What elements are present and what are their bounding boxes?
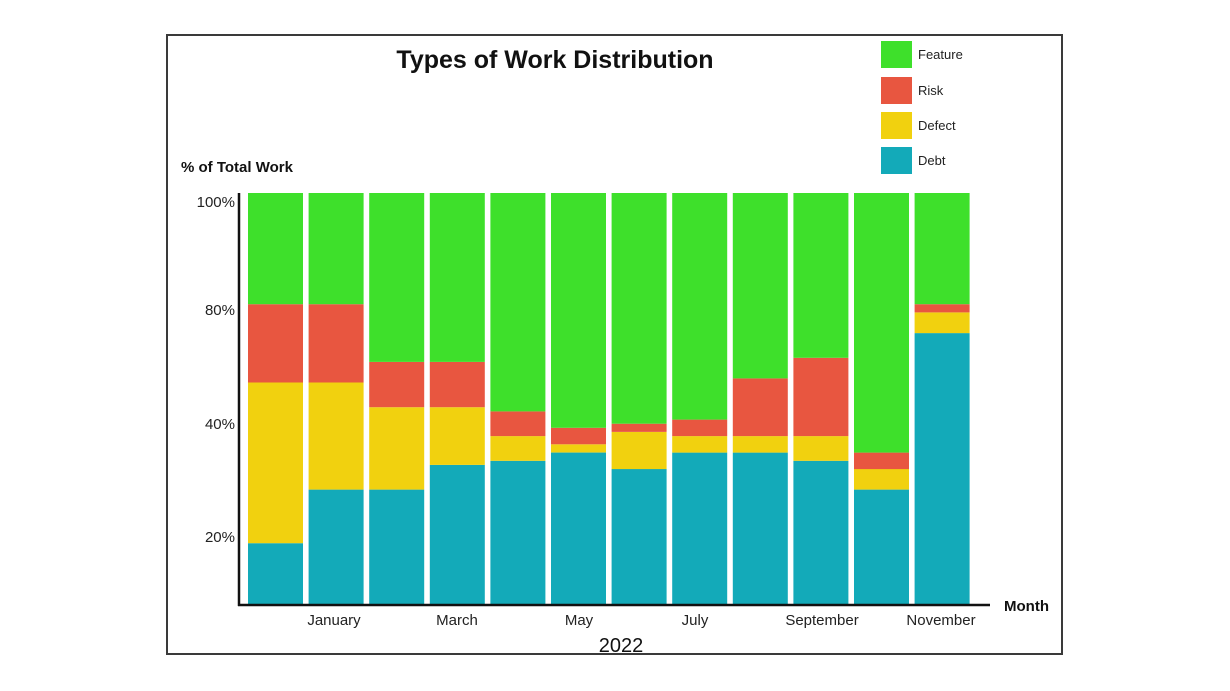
bar-segment-debt-6 bbox=[551, 452, 606, 605]
x-tick-label-may: May bbox=[565, 612, 594, 629]
bar-segment-defect-2 bbox=[308, 382, 364, 490]
bar-segment-defect-12 bbox=[914, 312, 970, 334]
x-tick-label-march: March bbox=[436, 612, 478, 629]
bar-segment-debt-1 bbox=[248, 543, 303, 605]
bar-segment-defect-3 bbox=[369, 407, 425, 490]
bar-segment-defect-7 bbox=[611, 432, 667, 470]
bar-segment-debt-3 bbox=[369, 489, 425, 605]
axes-group bbox=[237, 193, 990, 607]
bar-segment-risk-5 bbox=[490, 411, 546, 437]
bar-segment-defect-10 bbox=[793, 436, 849, 461]
x-tick-label-january: January bbox=[307, 612, 361, 629]
legend-swatch-debt bbox=[881, 147, 912, 174]
bar-segment-feature-8 bbox=[672, 193, 728, 420]
y-tick-label-2: 40% bbox=[205, 416, 235, 433]
y-tick-label-3: 20% bbox=[205, 529, 235, 546]
bar-segment-feature-5 bbox=[490, 193, 546, 412]
bar-segment-feature-2 bbox=[308, 193, 364, 305]
bar-segment-debt-12 bbox=[914, 333, 970, 605]
chart-title: Types of Work Distribution bbox=[396, 46, 713, 74]
bar-segment-defect-5 bbox=[490, 436, 546, 461]
bar-segment-risk-10 bbox=[793, 357, 849, 437]
legend-swatch-feature bbox=[881, 41, 912, 68]
y-tick-label-0: 100% bbox=[197, 194, 235, 211]
x-tick-label-september: September bbox=[785, 612, 858, 629]
bar-segment-debt-5 bbox=[490, 460, 546, 605]
bar-segment-defect-6 bbox=[551, 444, 606, 453]
bar-segment-feature-10 bbox=[793, 193, 849, 358]
y-tick-label-1: 80% bbox=[205, 302, 235, 319]
x-tick-label-july: July bbox=[682, 612, 709, 629]
x-axis-label: Month bbox=[1004, 598, 1049, 615]
legend: Feature Risk Defect Debt bbox=[881, 41, 963, 174]
bar-segment-risk-6 bbox=[551, 427, 606, 445]
bar-segment-debt-9 bbox=[732, 452, 788, 605]
bar-segment-risk-1 bbox=[248, 304, 303, 383]
bar-segment-feature-1 bbox=[248, 193, 303, 305]
bars-group bbox=[248, 193, 970, 605]
legend-swatch-risk bbox=[881, 77, 912, 104]
bar-segment-debt-8 bbox=[672, 452, 728, 605]
legend-swatch-defect bbox=[881, 112, 912, 139]
bar-segment-feature-9 bbox=[732, 193, 788, 379]
bar-segment-risk-2 bbox=[308, 304, 364, 383]
bar-segment-feature-3 bbox=[369, 193, 425, 362]
legend-label-defect: Defect bbox=[918, 118, 956, 133]
bar-segment-defect-11 bbox=[854, 469, 909, 490]
bar-segment-risk-9 bbox=[732, 378, 788, 437]
y-ticks-group: 100% 80% 40% 20% bbox=[197, 194, 235, 546]
bar-segment-debt-4 bbox=[429, 464, 485, 605]
bar-segment-risk-7 bbox=[611, 423, 667, 432]
legend-label-debt: Debt bbox=[918, 153, 946, 168]
legend-label-feature: Feature bbox=[918, 47, 963, 62]
bar-segment-debt-2 bbox=[308, 489, 364, 605]
bar-segment-defect-9 bbox=[732, 436, 788, 453]
bar-segment-feature-11 bbox=[854, 193, 909, 453]
x-tick-label-november: November bbox=[906, 612, 975, 629]
bar-segment-defect-4 bbox=[429, 407, 485, 465]
year-label: 2022 bbox=[599, 635, 644, 657]
bar-segment-risk-3 bbox=[369, 361, 425, 408]
bar-segment-debt-11 bbox=[854, 489, 909, 605]
bar-segment-risk-4 bbox=[429, 361, 485, 408]
x-ticks-group: January March May July September November bbox=[307, 612, 975, 629]
bar-segment-feature-4 bbox=[429, 193, 485, 362]
bar-segment-debt-10 bbox=[793, 460, 849, 605]
bar-segment-risk-11 bbox=[854, 452, 909, 470]
bar-segment-risk-12 bbox=[914, 304, 970, 313]
bar-segment-defect-8 bbox=[672, 436, 728, 453]
legend-label-risk: Risk bbox=[918, 83, 944, 98]
y-axis-label: % of Total Work bbox=[181, 159, 294, 176]
bar-segment-risk-8 bbox=[672, 419, 728, 437]
bar-segment-feature-6 bbox=[551, 193, 606, 428]
bar-segment-feature-12 bbox=[914, 193, 970, 305]
bar-segment-defect-1 bbox=[248, 382, 303, 544]
bar-segment-debt-7 bbox=[611, 469, 667, 605]
bar-segment-feature-7 bbox=[611, 193, 667, 424]
